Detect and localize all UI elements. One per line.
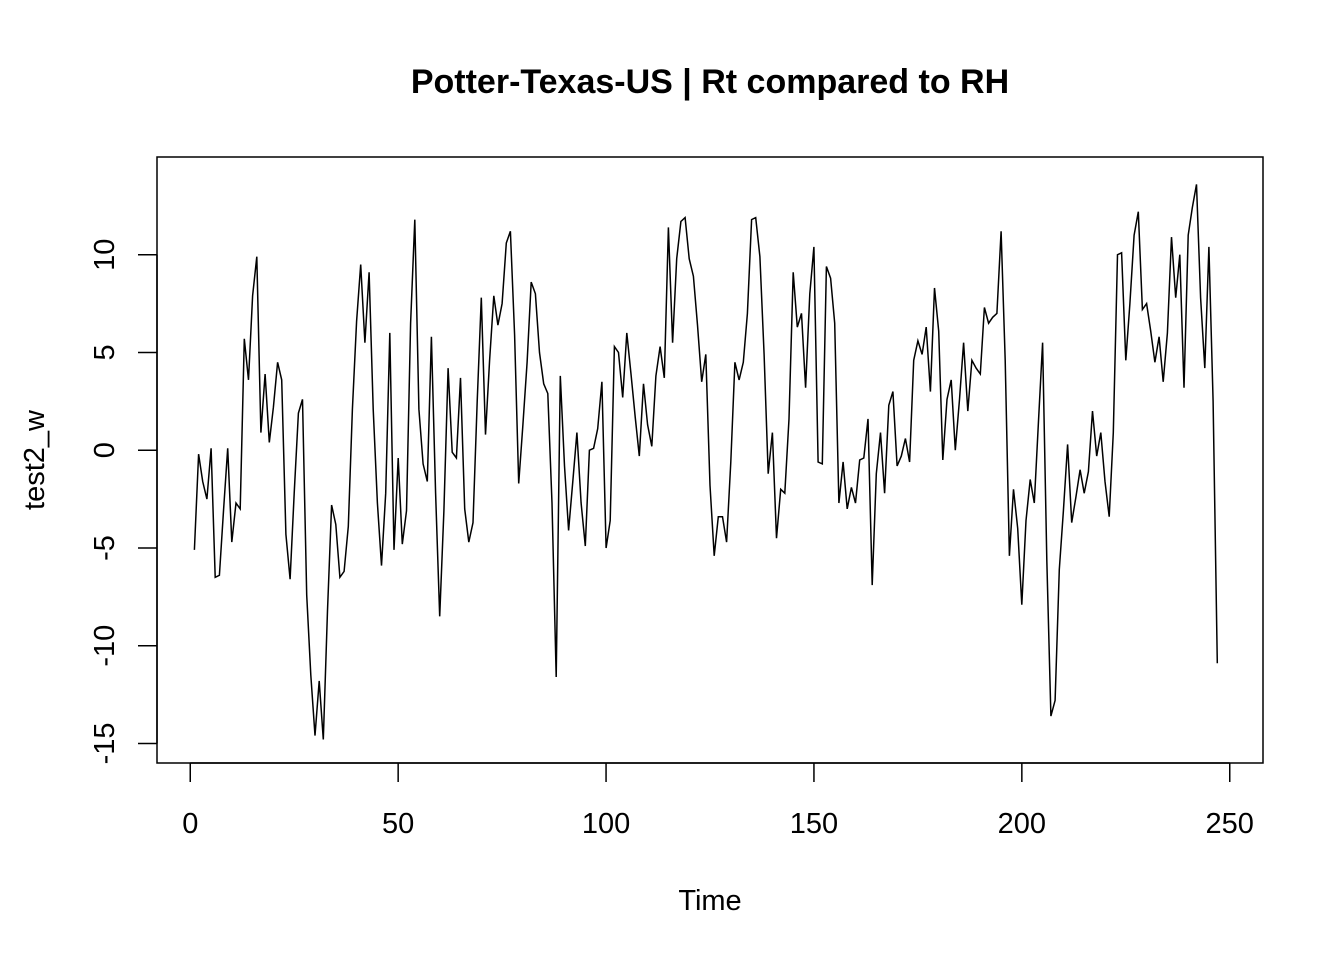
- x-tick-label: 150: [790, 808, 838, 840]
- y-tick-label: 0: [89, 442, 121, 458]
- y-tick-label: 5: [89, 344, 121, 360]
- x-tick-label: 250: [1206, 808, 1254, 840]
- x-tick-label: 100: [582, 808, 630, 840]
- chart-title: Potter-Texas-US | Rt compared to RH: [411, 63, 1009, 101]
- plot-frame: [156, 156, 1264, 764]
- x-axis: 0 50 100 150 200 250: [182, 762, 1254, 840]
- y-axis: -15 -10 -5 0 5 10: [89, 239, 158, 764]
- y-axis-label: test2_w: [19, 409, 51, 510]
- series-layer: [193, 184, 1219, 740]
- x-tick-label: 200: [998, 808, 1046, 840]
- x-tick-label: 0: [182, 808, 198, 840]
- y-tick-label: 10: [89, 239, 121, 271]
- y-tick-label: -10: [89, 625, 121, 667]
- x-axis-label: Time: [678, 885, 741, 917]
- x-tick-label: 50: [382, 808, 414, 840]
- y-tick-label: -5: [89, 535, 121, 561]
- y-tick-label: -15: [89, 722, 121, 764]
- series-line: [193, 184, 1219, 740]
